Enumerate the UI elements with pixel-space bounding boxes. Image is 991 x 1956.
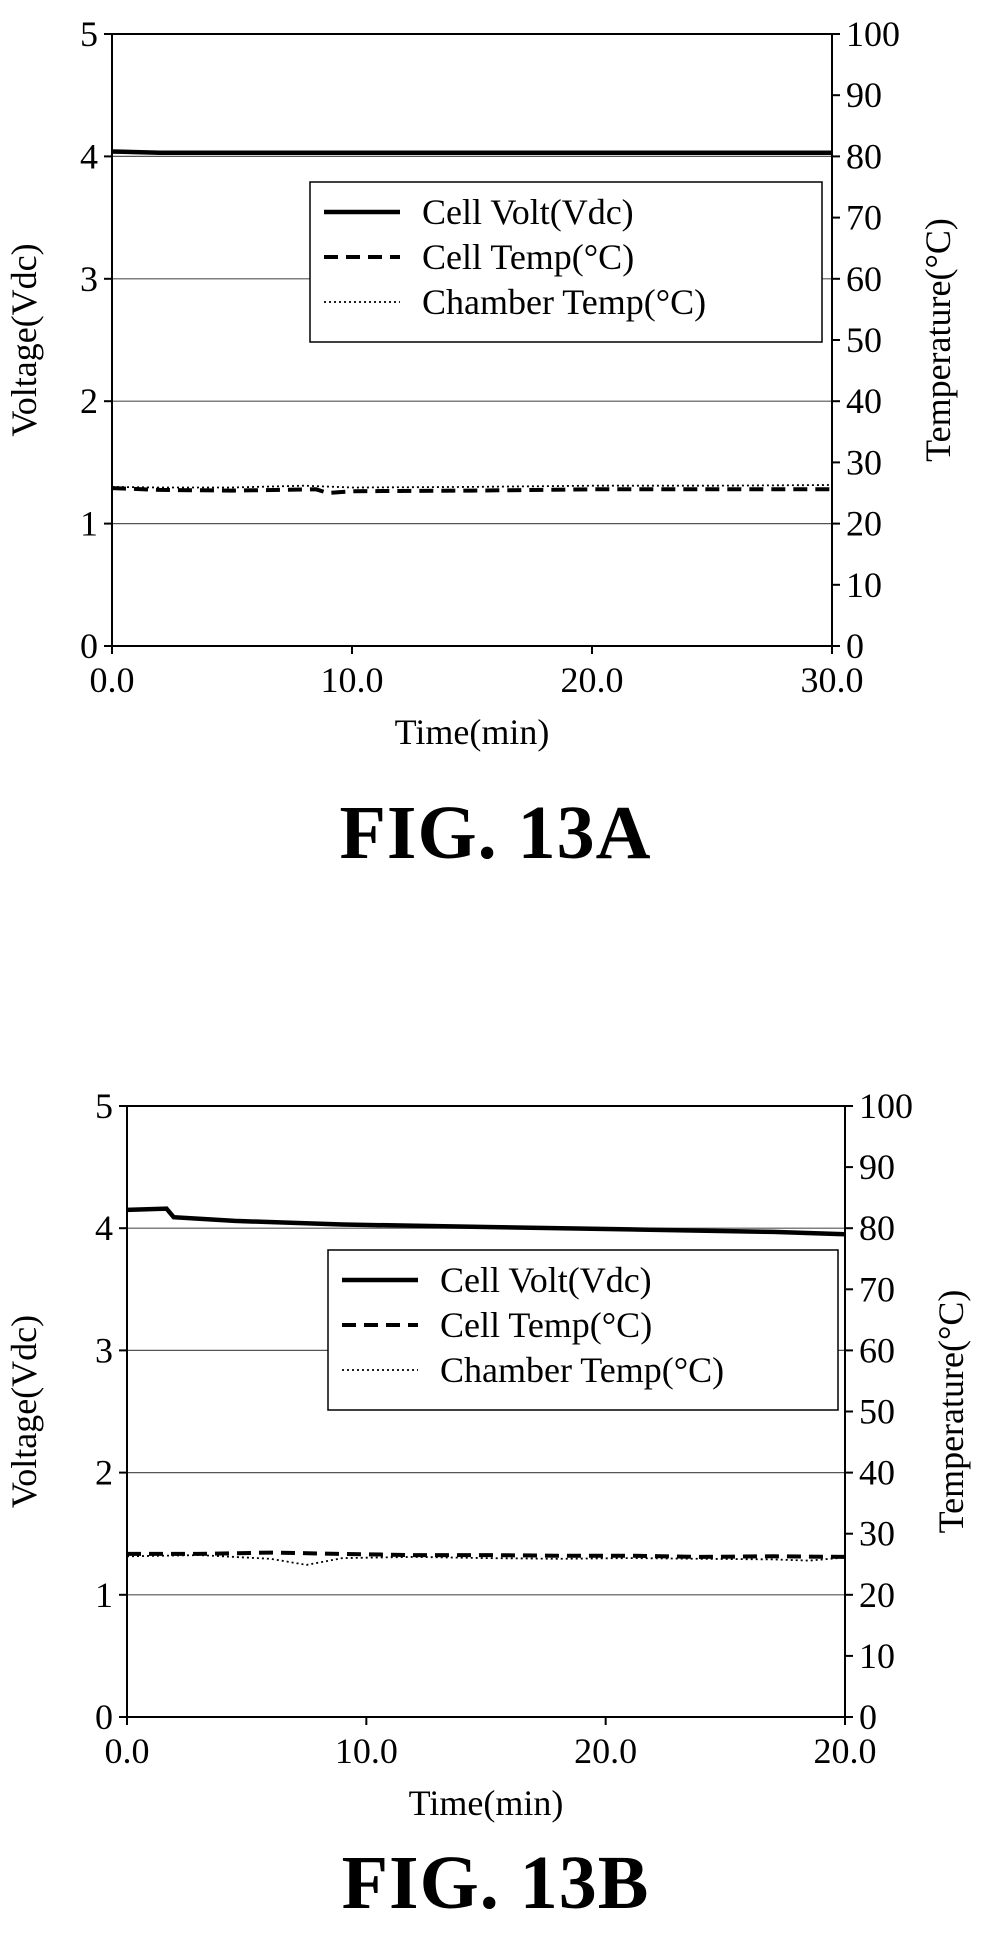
series-line-2 <box>111 486 832 496</box>
y-tick-label: 1 <box>80 504 98 544</box>
y2-tick-label: 40 <box>846 381 882 421</box>
y2-tick-label: 100 <box>859 1086 913 1126</box>
legend-label-3: Chamber Temp(°C) <box>440 1350 724 1390</box>
x-tick-label: 20.0 <box>561 660 624 700</box>
y2-tick-label: 70 <box>846 198 882 238</box>
x-tick-label: 20.0 <box>574 1731 637 1771</box>
y-tick-label: 3 <box>95 1330 113 1370</box>
plot-area-frame <box>126 1105 846 1718</box>
figure-13a: 0 1 2 3 4 5 0 10 20 30 40 50 60 70 80 90 100 0.0 10.0 20.0 3… <box>0 0 991 900</box>
legend-label-2: Cell Temp(°C) <box>440 1305 652 1345</box>
y2-tick-label: 90 <box>859 1147 895 1187</box>
x-tick-label: 0.0 <box>105 1731 150 1771</box>
series-line-1 <box>111 149 832 155</box>
y-tick-label: 0 <box>95 1697 113 1737</box>
y2-tick-label: 0 <box>859 1697 877 1737</box>
y2-tick-label: 20 <box>846 504 882 544</box>
legend-label-1: Cell Volt(Vdc) <box>440 1260 652 1300</box>
y2-tick-label: 70 <box>859 1269 895 1309</box>
x-tick-label: 30.0 <box>801 660 864 700</box>
y-tick-label: 4 <box>95 1208 113 1248</box>
y2-tick-label: 20 <box>859 1575 895 1615</box>
x-axis-title: Time(min) <box>409 1783 564 1823</box>
y-axis-title: Voltage(Vdc) <box>4 243 44 436</box>
y2-tick-label: 80 <box>859 1208 895 1248</box>
x-tick-label: 0.0 <box>90 660 135 700</box>
y-tick-label: 3 <box>80 259 98 299</box>
y2-tick-label: 60 <box>846 259 882 299</box>
y2-tick-label: 30 <box>859 1514 895 1554</box>
figure-caption-13b: FIG. 13B <box>341 1841 650 1925</box>
y-tick-label: 0 <box>80 626 98 666</box>
y2-axis-title: Temperature(°C) <box>918 218 958 462</box>
y-tick-label: 2 <box>95 1453 113 1493</box>
x-axis-title: Time(min) <box>395 712 550 752</box>
y2-tick-label: 40 <box>859 1453 895 1493</box>
y2-tick-label: 0 <box>846 626 864 666</box>
legend-label-2: Cell Temp(°C) <box>422 237 634 277</box>
y2-tick-label: 10 <box>846 565 882 605</box>
legend-label-3: Chamber Temp(°C) <box>422 282 706 322</box>
legend-label-1: Cell Volt(Vdc) <box>422 192 634 232</box>
figure-caption-13a: FIG. 13A <box>339 791 652 875</box>
legend-box <box>309 181 823 343</box>
x-tick-label: 20.0 <box>814 1731 877 1771</box>
y-tick-label: 5 <box>95 1086 113 1126</box>
y2-tick-label: 10 <box>859 1636 895 1676</box>
y2-tick-label: 50 <box>859 1392 895 1432</box>
series-line-1 <box>126 1206 846 1237</box>
y2-tick-label: 50 <box>846 320 882 360</box>
y2-tick-label: 30 <box>846 442 882 482</box>
legend-box <box>327 1249 839 1411</box>
series-line-3 <box>111 484 833 489</box>
y-axis-title: Voltage(Vdc) <box>4 1315 44 1508</box>
figure-13b: 0 1 2 3 4 5 0 10 20 30 40 50 60 70 80 90 100 0.0 10.0 20.0 2… <box>0 1060 991 1956</box>
y2-tick-label: 100 <box>846 14 900 54</box>
y2-tick-label: 90 <box>846 75 882 115</box>
y2-tick-label: 60 <box>859 1330 895 1370</box>
y-tick-label: 5 <box>80 14 98 54</box>
y2-tick-label: 80 <box>846 136 882 176</box>
x-tick-label: 10.0 <box>335 1731 398 1771</box>
y-tick-label: 2 <box>80 381 98 421</box>
series-line-3 <box>126 1554 846 1566</box>
series-line-2 <box>127 1550 846 1559</box>
y-tick-label: 4 <box>80 136 98 176</box>
y2-axis-title: Temperature(°C) <box>931 1290 971 1534</box>
x-tick-label: 10.0 <box>321 660 384 700</box>
y-tick-label: 1 <box>95 1575 113 1615</box>
